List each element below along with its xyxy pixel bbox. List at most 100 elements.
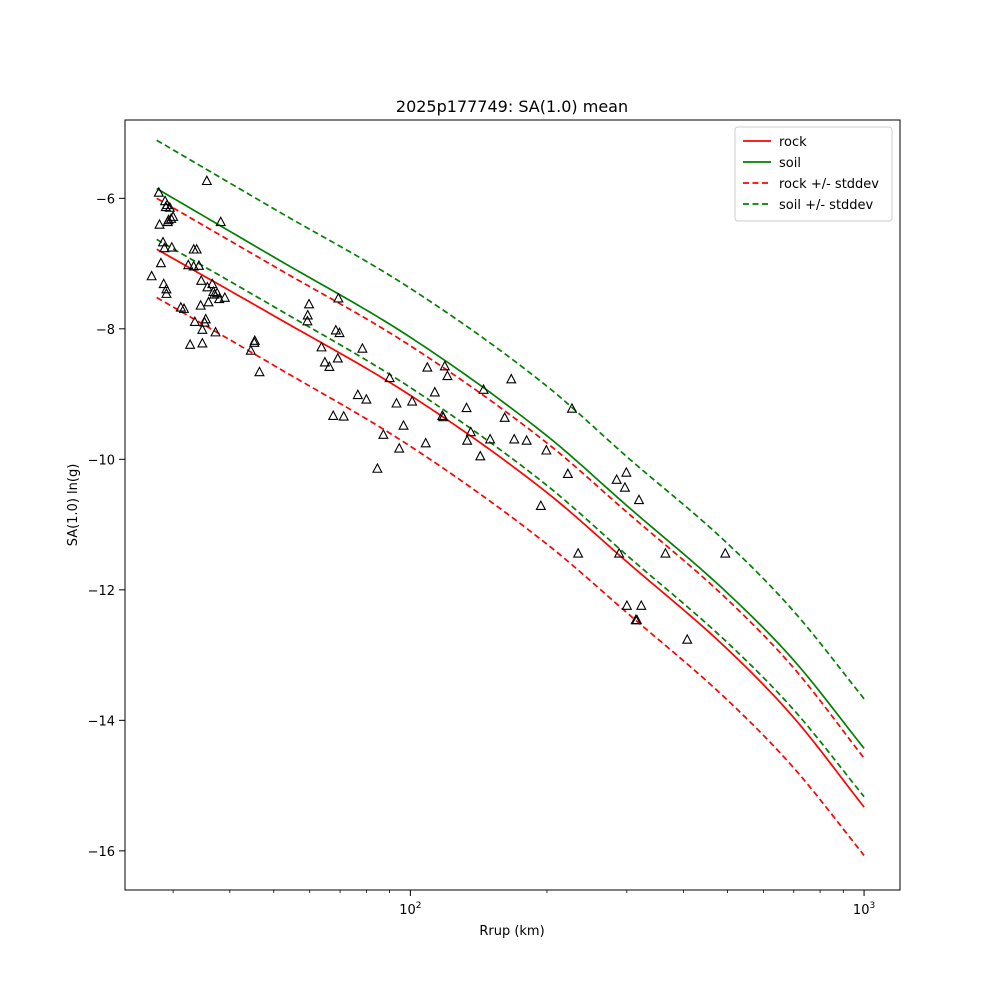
data-point [202,281,213,292]
x-axis-label: Rrup (km) [479,924,544,939]
data-point [333,292,344,303]
data-point [189,315,201,326]
y-tick-label: −10 [88,453,115,468]
data-point [249,334,261,345]
data-point [613,547,625,558]
data-point [361,393,372,404]
data-point [611,473,622,484]
data-point [420,437,432,448]
data-point [660,547,671,558]
data-point [303,298,315,309]
data-point [167,210,179,221]
legend: rock soil rock +/- stddev soil +/- stddev [734,126,893,222]
data-point [158,278,170,289]
y-tick-label: −8 [96,323,115,338]
data-point [161,283,172,294]
data-point [508,433,520,444]
data-point [182,259,194,270]
data-point [484,433,496,444]
legend-label: rock +/- stddev [779,177,879,192]
data-point [200,313,212,324]
series-line-soil-stddev-4 [156,139,865,700]
data-point [633,494,645,505]
data-point [631,614,643,625]
data-point [332,352,344,363]
data-point [406,395,418,406]
data-point [562,468,574,479]
data-point [478,383,489,394]
legend-label: soil +/- stddev [779,198,874,213]
data-point [219,291,231,302]
data-point [178,302,190,313]
data-point [164,201,176,212]
data-point [619,481,631,492]
y-tick-label: −16 [88,845,115,860]
data-point [153,186,165,197]
data-point [209,288,220,299]
data-point [541,444,552,455]
data-point [184,338,196,349]
data-point [429,386,441,397]
data-point [193,259,205,270]
data-point [391,397,402,408]
data-point [327,409,339,420]
data-point [206,278,218,289]
data-point [163,214,174,225]
data-point [505,373,517,384]
data-point [621,466,632,477]
data-point [210,326,221,337]
data-point [461,434,473,445]
data-point [372,462,383,473]
data-point [254,366,265,377]
data-point [302,309,314,320]
data-point [319,356,331,367]
series-line-soil-1 [156,187,865,749]
data-point [719,547,731,558]
data-point [437,411,449,422]
y-tick-label: −12 [88,584,115,599]
data-point [197,323,208,334]
data-point [439,360,451,371]
data-point [566,402,578,413]
series-line-rock-stddev-3 [156,296,865,856]
data-point [442,370,453,381]
data-point [398,419,409,430]
data-point [324,360,335,372]
data-point [681,633,693,644]
data-point [384,372,395,383]
data-point [465,426,477,437]
data-point [393,442,405,453]
data-point [521,434,532,445]
data-point [215,216,227,227]
data-point [474,450,486,461]
data-point [191,243,202,254]
data-point [165,212,177,223]
data-point [154,218,165,229]
data-point [635,599,647,610]
data-point [245,344,257,355]
data-point [146,270,157,281]
y-tick-label: −14 [88,714,115,729]
data-point [334,327,345,338]
data-point [330,324,342,335]
data-point [499,411,511,422]
data-point [201,175,213,186]
legend-box [734,126,893,222]
data-point [352,389,364,400]
series-line-soil-stddev-5 [156,238,865,798]
data-point [621,599,633,610]
data-point [195,299,206,310]
data-point [535,499,547,511]
y-axis-label: SA(1.0) ln(g) [66,464,81,547]
x-tick-label: 102 [399,901,421,918]
plot-area [146,139,865,856]
data-point [155,257,167,268]
series-line-rock-0 [156,248,865,808]
plot-series [146,139,865,856]
data-point [572,547,584,558]
legend-label: rock [779,135,807,150]
data-point [316,341,327,352]
x-axis: 102 103 [172,890,875,918]
data-point [357,342,368,353]
